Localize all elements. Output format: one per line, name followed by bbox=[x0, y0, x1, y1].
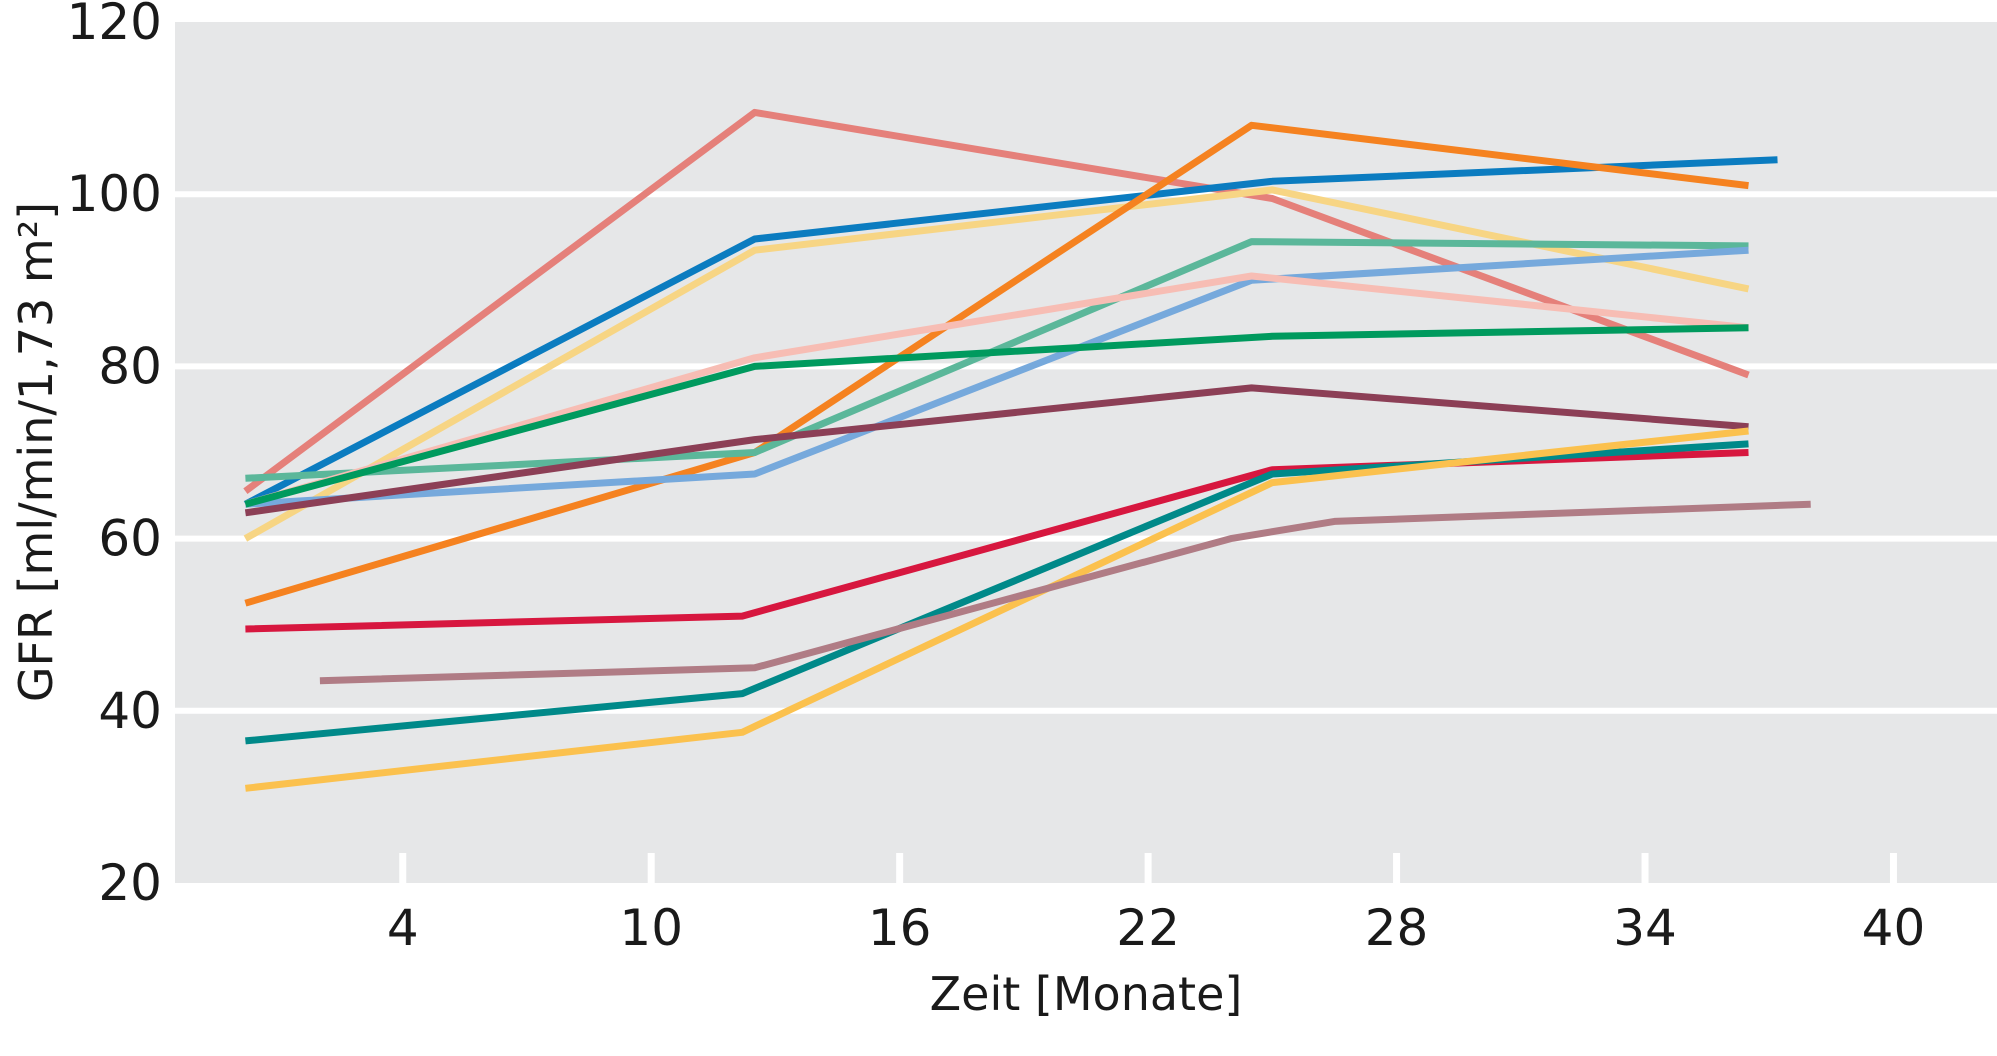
y-tick-label: 20 bbox=[98, 854, 162, 912]
x-tick-label: 10 bbox=[619, 899, 683, 957]
y-tick-label: 80 bbox=[98, 337, 162, 395]
series-line-13 bbox=[319, 500, 1811, 685]
x-tick-label: 28 bbox=[1365, 899, 1429, 957]
x-tick-label: 16 bbox=[868, 899, 932, 957]
y-tick-label: 40 bbox=[98, 682, 162, 740]
series-line-8 bbox=[244, 324, 1749, 508]
x-tick-label: 40 bbox=[1862, 899, 1926, 957]
series-line-9 bbox=[244, 384, 1749, 517]
series-line-4 bbox=[244, 121, 1749, 607]
y-tick-labels: 20 40 60 80 100 120 bbox=[67, 0, 162, 912]
series-line-2 bbox=[243, 156, 1778, 508]
series-line-12 bbox=[245, 427, 1749, 792]
y-tick-label: 60 bbox=[98, 510, 162, 568]
y-tick-label: 120 bbox=[67, 0, 162, 51]
x-tick-label: 34 bbox=[1613, 899, 1677, 957]
series-line-7 bbox=[244, 272, 1749, 508]
x-tick-marks bbox=[399, 853, 1897, 883]
y-tick-label: 100 bbox=[67, 165, 162, 223]
grid-lines bbox=[175, 191, 1997, 714]
x-axis-title: Zeit [Monate] bbox=[930, 967, 1243, 1021]
series-line-6 bbox=[245, 246, 1749, 508]
y-axis-title: GFR [ml/min/1,73 m²] bbox=[9, 202, 63, 702]
x-tick-label: 22 bbox=[1116, 899, 1180, 957]
x-tick-labels: 4 10 16 22 28 34 40 bbox=[387, 899, 1925, 957]
series-line-3 bbox=[243, 186, 1750, 542]
series-line-5 bbox=[245, 238, 1749, 482]
series-group bbox=[243, 108, 1811, 792]
series-line-1 bbox=[243, 108, 1750, 495]
x-tick-label: 4 bbox=[387, 899, 419, 957]
